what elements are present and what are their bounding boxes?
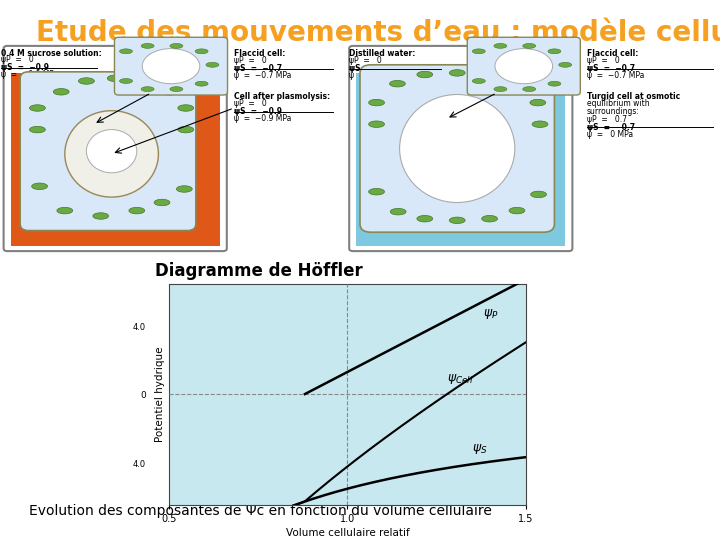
Ellipse shape: [161, 89, 177, 95]
Ellipse shape: [369, 188, 384, 195]
Text: surroundings:: surroundings:: [587, 107, 639, 116]
Ellipse shape: [509, 207, 525, 214]
Text: ψP  =   0.7: ψP = 0.7: [587, 115, 627, 124]
Ellipse shape: [472, 49, 485, 54]
Ellipse shape: [120, 78, 132, 83]
Text: ψP  =   0: ψP = 0: [234, 56, 266, 65]
Ellipse shape: [494, 44, 507, 49]
Text: ψS  =  −0.9: ψS = −0.9: [1, 63, 50, 72]
Text: 4.0: 4.0: [133, 323, 146, 332]
Text: $\psi_{Cell}$: $\psi_{Cell}$: [447, 372, 474, 386]
Ellipse shape: [494, 86, 507, 91]
Text: ψ  =  −0.7 MPa: ψ = −0.7 MPa: [587, 71, 644, 80]
FancyBboxPatch shape: [360, 65, 554, 232]
Ellipse shape: [53, 89, 69, 95]
Text: $\psi_P$: $\psi_P$: [483, 307, 498, 321]
Ellipse shape: [482, 71, 498, 78]
Ellipse shape: [93, 213, 109, 219]
Ellipse shape: [523, 86, 536, 91]
Text: ψS  =  −0.7: ψS = −0.7: [587, 123, 635, 132]
Text: ψS  =  −0.9: ψS = −0.9: [234, 107, 282, 116]
Ellipse shape: [32, 183, 48, 190]
Ellipse shape: [449, 217, 465, 224]
Text: ψ  =  −0.9 MPa: ψ = −0.9 MPa: [234, 114, 292, 124]
Text: 0.4 M sucrose solution:: 0.4 M sucrose solution:: [1, 49, 102, 58]
Ellipse shape: [390, 208, 406, 215]
Bar: [11, 72, 220, 246]
Ellipse shape: [86, 130, 137, 173]
Ellipse shape: [206, 62, 219, 68]
Ellipse shape: [78, 78, 94, 84]
Text: Etude des mouvements d’eau : modèle cellulaire: Etude des mouvements d’eau : modèle cell…: [36, 19, 720, 47]
Ellipse shape: [170, 86, 183, 91]
FancyBboxPatch shape: [349, 46, 572, 251]
Ellipse shape: [417, 215, 433, 222]
Text: ψ  =   0 MPa: ψ = 0 MPa: [587, 130, 633, 139]
Ellipse shape: [548, 49, 561, 54]
Ellipse shape: [523, 44, 536, 49]
Ellipse shape: [417, 71, 433, 78]
Ellipse shape: [178, 126, 194, 133]
Ellipse shape: [65, 111, 158, 197]
Ellipse shape: [532, 121, 548, 127]
Ellipse shape: [472, 78, 485, 83]
Ellipse shape: [495, 49, 553, 84]
Ellipse shape: [30, 105, 45, 111]
Ellipse shape: [195, 81, 208, 86]
Ellipse shape: [129, 207, 145, 214]
Text: ψS  =  −0.7: ψS = −0.7: [234, 64, 282, 73]
Text: ψP  =   0: ψP = 0: [349, 56, 382, 65]
Text: ψP  =   0: ψP = 0: [234, 99, 266, 109]
Text: ψP  =   0: ψP = 0: [1, 55, 34, 64]
Ellipse shape: [107, 75, 123, 82]
Ellipse shape: [57, 207, 73, 214]
Ellipse shape: [178, 105, 194, 111]
Text: $\psi_S$: $\psi_S$: [472, 442, 487, 456]
Text: equilibrium with: equilibrium with: [587, 99, 649, 109]
Text: 0: 0: [140, 391, 146, 400]
Ellipse shape: [369, 99, 384, 106]
Ellipse shape: [548, 81, 561, 86]
Text: ψ  =  −0.7 MPa: ψ = −0.7 MPa: [234, 71, 292, 80]
FancyBboxPatch shape: [4, 46, 227, 251]
Text: Turgid cell at osmotic: Turgid cell at osmotic: [587, 92, 680, 101]
FancyBboxPatch shape: [467, 37, 580, 95]
Text: Flaccid cell:: Flaccid cell:: [234, 49, 285, 58]
Ellipse shape: [120, 49, 132, 54]
Ellipse shape: [482, 215, 498, 222]
Text: ψ  =   0 MPa: ψ = 0 MPa: [349, 71, 395, 80]
Text: Evolution des composantes de Ψc en fonction du volume cellulaire: Evolution des composantes de Ψc en fonct…: [29, 504, 492, 518]
Ellipse shape: [142, 49, 200, 84]
Text: Flaccid cell:: Flaccid cell:: [587, 49, 638, 58]
Ellipse shape: [531, 191, 546, 198]
Text: ψ  =  −0.9 MPa: ψ = −0.9 MPa: [1, 70, 59, 79]
Ellipse shape: [195, 49, 208, 54]
Text: Cell after plasmolysis:: Cell after plasmolysis:: [234, 92, 330, 101]
Text: Distilled water:: Distilled water:: [349, 49, 415, 58]
Text: ψS  =  −0.7: ψS = −0.7: [587, 64, 635, 73]
Text: ψP  =   0: ψP = 0: [587, 56, 619, 65]
Ellipse shape: [369, 121, 384, 127]
Ellipse shape: [509, 80, 525, 87]
Bar: [356, 72, 565, 246]
Ellipse shape: [530, 99, 546, 106]
Ellipse shape: [154, 199, 170, 206]
Ellipse shape: [141, 44, 154, 49]
Ellipse shape: [390, 80, 405, 87]
Ellipse shape: [559, 62, 572, 68]
Ellipse shape: [170, 44, 183, 49]
Text: 4.0: 4.0: [133, 461, 146, 469]
FancyBboxPatch shape: [20, 72, 196, 231]
Y-axis label: Potentiel hydrique: Potentiel hydrique: [155, 347, 165, 442]
X-axis label: Volume cellulaire relatif: Volume cellulaire relatif: [286, 528, 409, 538]
Text: ψS  =   0: ψS = 0: [349, 64, 385, 73]
FancyBboxPatch shape: [114, 37, 228, 95]
Ellipse shape: [141, 86, 154, 91]
Ellipse shape: [176, 186, 192, 192]
Ellipse shape: [136, 78, 152, 84]
Ellipse shape: [400, 94, 515, 202]
Ellipse shape: [449, 70, 465, 76]
Ellipse shape: [30, 126, 45, 133]
Text: Diagramme de Höffler: Diagramme de Höffler: [156, 262, 363, 280]
